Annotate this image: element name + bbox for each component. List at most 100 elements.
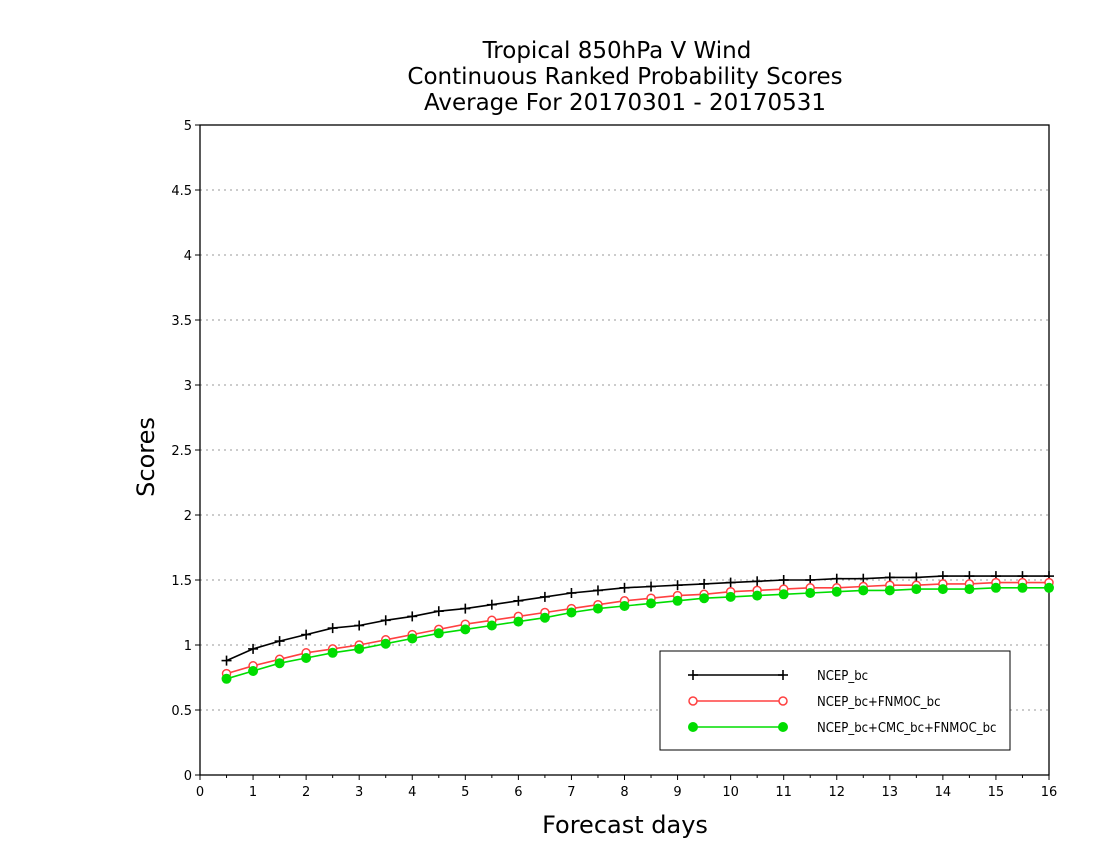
legend-marker [688,696,698,706]
data-point [407,633,418,644]
x-tick-label: 8 [620,785,628,800]
chart-title-line-1: Tropical 850hPa V Wind [482,38,752,64]
data-point [619,601,630,611]
data-point [539,591,550,602]
data-point [354,643,365,654]
data-point [884,585,895,596]
legend-label: NCEP_bc+FNMOC_bc [817,695,941,710]
data-point [539,612,550,623]
data-point [619,582,630,593]
data-point [699,578,710,589]
x-tick-label: 15 [988,785,1005,800]
legend-label: NCEP_bc [817,669,868,684]
data-point [248,643,259,654]
data-point [566,607,577,618]
x-tick-label: 14 [935,785,952,800]
data-point [646,598,657,609]
data-point [513,595,524,606]
data-point [486,599,497,610]
data-point [964,584,975,595]
data-point [407,611,418,622]
y-axis-label: Scores [132,417,160,497]
data-point [778,575,789,585]
data-point [327,623,338,634]
grid-lines [200,189,1049,711]
data-point [380,638,391,649]
data-point [433,606,444,617]
data-point [911,584,922,595]
data-point [990,582,1001,593]
data-point [646,581,657,592]
y-tick-label: 1 [184,639,192,654]
data-point [221,673,232,684]
data-point [248,666,259,676]
data-point [274,636,285,647]
data-point [301,629,312,640]
x-tick-label: 0 [196,785,204,800]
x-tick-label: 16 [1041,785,1058,800]
legend-marker [778,670,788,680]
y-tick-label: 0.5 [171,704,192,719]
data-point [778,589,789,600]
y-tick-label: 4 [184,249,192,264]
legend-marker [688,722,698,732]
data-point [672,595,683,606]
series-1 [221,571,1054,666]
legend-marker [688,670,698,680]
data-point [221,655,232,666]
y-tick-label: 1.5 [171,574,192,589]
legend-marker [778,722,788,732]
data-point [752,576,763,587]
data-point [592,603,603,614]
data-point [725,577,736,588]
legend-label: NCEP_bc+CMC_bc+FNMOC_bc [817,721,996,736]
legend-entry-3: NCEP_bc+CMC_bc+FNMOC_bc [688,721,996,736]
data-point [460,603,471,614]
x-tick-label: 7 [567,785,575,800]
y-tick-label: 5 [184,119,192,134]
data-point [725,591,736,602]
data-point [433,628,444,639]
legend-marker [778,696,788,706]
data-point [274,658,285,669]
y-tick-label: 0 [184,769,192,784]
x-tick-label: 12 [828,785,845,800]
data-point [1044,582,1054,593]
x-axis-label: Forecast days [542,811,708,839]
data-point [354,620,365,631]
x-tick-label: 3 [355,785,363,800]
data-point [831,586,842,597]
data-point [937,584,948,595]
data-point [1017,582,1028,593]
x-tick-label: 1 [249,785,257,800]
y-tick-label: 3 [184,379,192,394]
data-point [513,616,524,627]
x-tick-label: 6 [514,785,522,800]
legend-entry-1: NCEP_bc [688,669,868,684]
x-tick-label: 11 [775,785,792,800]
data-point [566,588,577,598]
chart-title-line-3: Average For 20170301 - 20170531 [424,90,826,116]
data-point [752,590,763,601]
legend-entry-2: NCEP_bc+FNMOC_bc [688,695,941,710]
series-3 [221,582,1054,684]
x-tick-label: 10 [722,785,739,800]
data-point [805,588,816,598]
data-point [672,580,683,591]
data-point [460,624,471,635]
series-group [221,571,1054,684]
data-point [831,573,842,584]
data-point [699,593,710,604]
y-axis-ticks: 0 0.5 1 1.5 2 2.5 3 3.5 4 4.5 5 [171,119,200,784]
x-tick-label: 2 [302,785,310,800]
data-point [858,585,869,596]
legend: NCEP_bc NCEP_bc+FNMOC_bc NCEP_bc+CMC_bc+FN… [659,650,1011,751]
x-tick-label: 13 [882,785,899,800]
x-tick-label: 4 [408,785,416,800]
x-tick-label: 9 [673,785,681,800]
data-point [301,653,312,663]
data-point [486,620,497,631]
data-point [380,615,391,626]
y-tick-label: 2.5 [171,444,192,459]
